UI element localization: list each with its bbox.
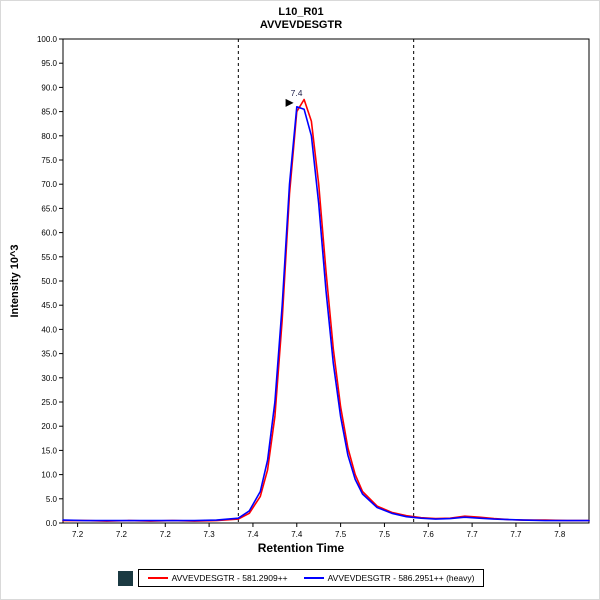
legend-label-light: AVVEVDESGTR - 581.2909++ [171, 573, 288, 583]
x-tick-label: 7.8 [554, 530, 566, 539]
y-tick-label: 90.0 [41, 83, 57, 92]
legend-label-heavy: AVVEVDESGTR - 586.2951++ (heavy) [327, 573, 475, 583]
peak-pointer-icon [285, 98, 294, 107]
y-tick-label: 80.0 [41, 132, 57, 141]
y-tick-label: 0.0 [46, 519, 58, 528]
blue-line-sample [303, 577, 324, 579]
x-axis-label: Retention Time [257, 541, 345, 555]
x-tick-label: 7.2 [72, 530, 84, 539]
y-tick-label: 30.0 [41, 374, 57, 383]
x-tick-label: 7.4 [247, 530, 259, 539]
y-tick-label: 45.0 [41, 301, 57, 310]
y-tick-label: 100.0 [37, 35, 58, 44]
y-tick-label: 85.0 [41, 108, 57, 117]
y-tick-label: 75.0 [41, 156, 57, 165]
x-tick-label: 7.5 [335, 530, 347, 539]
y-tick-label: 15.0 [41, 446, 57, 455]
y-tick-label: 55.0 [41, 253, 57, 262]
y-tick-label: 20.0 [41, 422, 57, 431]
y-tick-label: 40.0 [41, 325, 57, 334]
legend-swatch [117, 570, 133, 586]
y-tick-label: 70.0 [41, 180, 57, 189]
plot-area[interactable]: 0.0 5.0 10.0 15.0 20.0 25.0 30.0 35.0 40.0 45.0 50… [1, 1, 600, 566]
legend: AVVEVDESGTR - 581.2909++ AVVEVDESGTR - 5… [137, 569, 485, 587]
x-tick-label: 7.2 [116, 530, 128, 539]
x-tick-label: 7.2 [160, 530, 172, 539]
y-tick-label: 50.0 [41, 277, 57, 286]
y-tick-label: 5.0 [46, 495, 58, 504]
chart-subtitle: AVVEVDESGTR [259, 19, 343, 31]
legend-row: AVVEVDESGTR - 581.2909++ AVVEVDESGTR - 5… [1, 569, 599, 587]
legend-item-light: AVVEVDESGTR - 581.2909++ [147, 573, 288, 583]
x-tick-label: 7.3 [204, 530, 216, 539]
legend-item-heavy: AVVEVDESGTR - 586.2951++ (heavy) [303, 573, 475, 583]
x-tick-label: 7.4 [291, 530, 303, 539]
y-tick-label: 10.0 [41, 471, 57, 480]
plot-border [62, 38, 590, 524]
y-tick-label: 25.0 [41, 398, 57, 407]
x-tick-label: 7.7 [467, 530, 479, 539]
x-tick-label: 7.6 [423, 530, 435, 539]
y-tick-label: 65.0 [41, 204, 57, 213]
peak-rt-annotation: 7.4 [291, 88, 303, 98]
x-tick-label: 7.7 [510, 530, 522, 539]
chromatogram-heavy[interactable] [62, 106, 590, 522]
y-tick-label: 60.0 [41, 229, 57, 238]
y-tick-label: 35.0 [41, 350, 57, 359]
x-tick-label: 7.5 [379, 530, 391, 539]
chart-title: L10_R01 [278, 6, 324, 18]
y-tick-label: 95.0 [41, 59, 57, 68]
red-line-sample [147, 577, 168, 579]
